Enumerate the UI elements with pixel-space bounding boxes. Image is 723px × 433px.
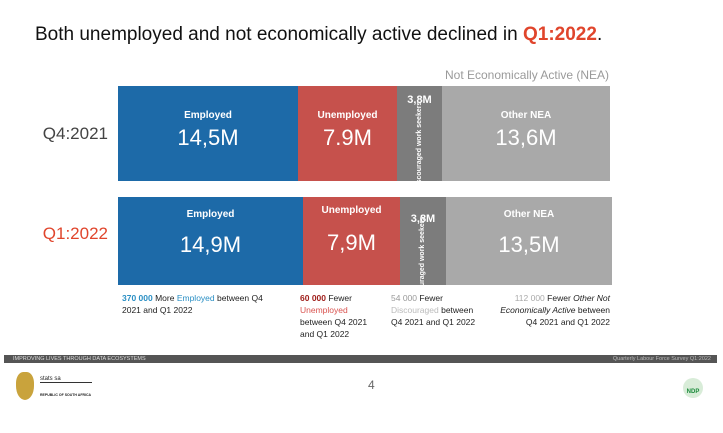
page-number: 4 [368,378,375,392]
note-employed: 370 000 More Employed between Q4 2021 an… [122,293,263,315]
bar-q1-2022: Employed 14,9M Unemployed 7,9M 3,8M Discour… [118,197,612,305]
footer-bar: IMPROVING LIVES THROUGH DATA ECOSYSTEMS … [4,355,717,363]
footer-survey: Quarterly Labour Force Survey Q1:2022 [612,356,711,362]
segment-employed: Employed 14,5M [118,86,298,181]
segment-unemployed: Unemployed 7.9M [298,86,397,181]
coat-of-arms-icon [16,372,34,400]
note-unemployed: 60 000 Fewer Unemployed between Q4 2021 … [300,293,368,339]
row-label-q4-2021: Q4:2021 [42,124,108,143]
segment-other-nea: Other NEA 13,5M [446,197,612,285]
segment-discouraged: 3,8M Discouraged work seekers [397,86,442,190]
segment-other-nea: Other NEA 13,6M [442,86,610,181]
segment-discouraged: 3,8M Discouraged work seekers [400,197,446,305]
segment-unemployed: Unemployed 7,9M [303,197,400,285]
bar-q4-2021: Employed 14,5M Unemployed 7.9M 3,8M Discour… [118,86,610,190]
stats-sa-logo: stats sa [40,376,92,383]
nea-label: Not Economically Active (NEA) [445,68,610,82]
note-discouraged: 54 000 Fewer Discouraged between Q4 2021… [391,293,476,327]
note-other-nea: 112 000 Fewer Other Not Economically Act… [500,293,610,327]
ndp-logo: NDP [683,378,703,398]
segment-employed: Employed 14,9M [118,197,303,285]
row-label-q1-2022: Q1:2022 [42,224,108,243]
slide-title: Both unemployed and not economically act… [35,24,603,45]
footer-tagline: IMPROVING LIVES THROUGH DATA ECOSYSTEMS [13,356,146,362]
logo-subtitle: REPUBLIC OF SOUTH AFRICA [40,393,92,397]
